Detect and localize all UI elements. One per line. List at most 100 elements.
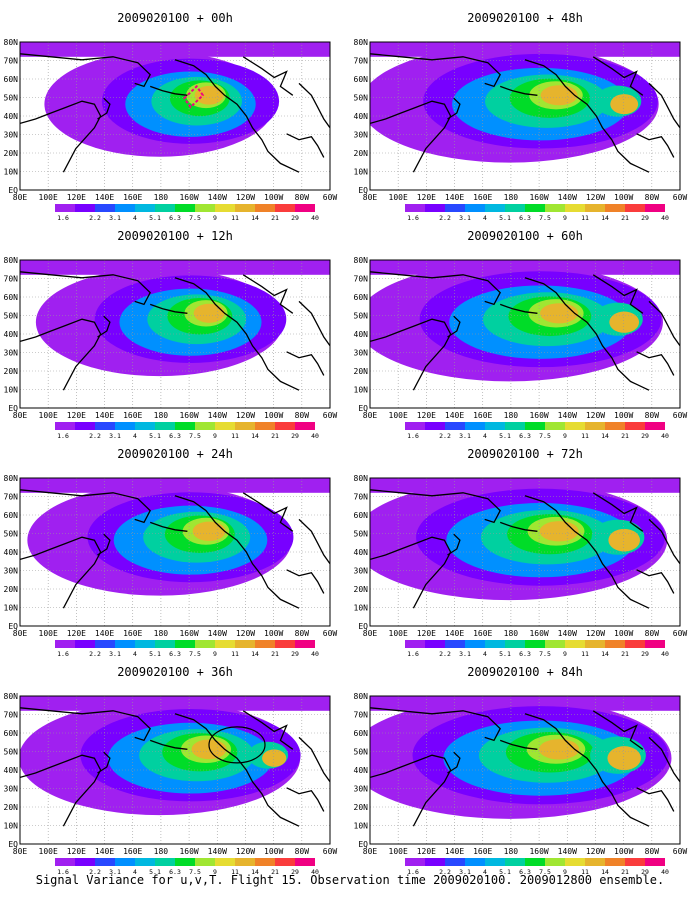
lat-label: 70N (354, 275, 369, 284)
coastline (636, 133, 675, 158)
map-frame (369, 41, 681, 191)
colorbar: 1.6 2.2 3.1 4 5.1 6.3 7.5 9 11 14 21 29 40 (55, 422, 319, 440)
colorbar-label: 40 (311, 432, 319, 440)
flight-track (182, 84, 205, 109)
lon-label: 140W (208, 411, 227, 420)
colorbar-label: 7.5 (539, 432, 551, 440)
colorbar-label: 21 (271, 214, 279, 222)
lat-label: 60N (354, 511, 369, 520)
variance-contour (262, 749, 287, 767)
lon-label: 80E (13, 411, 28, 420)
colorbar-label: 2.2 (439, 214, 451, 222)
lat-label: 30N (354, 131, 369, 140)
coastline (524, 495, 650, 609)
lon-label: 140E (95, 411, 114, 420)
lon-label: 60W (673, 847, 688, 856)
colorbar-swatch (195, 204, 215, 212)
coastline (499, 85, 538, 96)
map-panel: 2009020100 + 12h 80N 70N 60N 50N 40N 30N 20N 10N… (4, 229, 338, 440)
colorbar-label: 29 (291, 650, 299, 658)
colorbar-swatch (485, 204, 505, 212)
colorbar-swatch (135, 204, 155, 212)
lon-label: 80W (295, 629, 310, 638)
coastline (524, 277, 650, 391)
lon-label: 80W (645, 411, 660, 420)
colorbar-label: 29 (291, 868, 299, 876)
colorbar-swatch (625, 858, 645, 866)
lat-label: 20N (4, 585, 19, 594)
colorbar-label: 40 (311, 868, 319, 876)
coastlines (370, 707, 680, 827)
colorbar-label: 4 (133, 650, 137, 658)
lon-label: 160W (179, 847, 198, 856)
colorbar-label: 4 (133, 868, 137, 876)
colorbar-label: 14 (601, 650, 609, 658)
colorbar-label: 21 (621, 214, 629, 222)
lat-label: 40N (354, 766, 369, 775)
coastline (592, 56, 644, 96)
lat-label: 70N (4, 57, 19, 66)
colorbar-label: 6.3 (169, 432, 181, 440)
colorbar-label: 9 (213, 214, 217, 222)
map-panel: 2009020100 + 48h 80N 70N 60N 50N 40N 30N 20N 10N… (354, 11, 688, 222)
lon-label: 160W (179, 411, 198, 420)
colorbar-label: 3.1 (459, 868, 471, 876)
lat-label: 80N (354, 692, 369, 701)
colorbar-label: 5.1 (149, 214, 161, 222)
lat-label: 70N (354, 493, 369, 502)
lat-label: 80N (354, 38, 369, 47)
colorbar-swatch (605, 640, 625, 648)
lat-label: 20N (4, 367, 19, 376)
variance-contour (610, 94, 639, 115)
lat-label: EQ (8, 186, 18, 195)
coastline (370, 318, 452, 391)
coastline (97, 315, 111, 338)
lon-label: 100E (389, 847, 408, 856)
lon-label: 100E (389, 411, 408, 420)
colorbar-swatch (445, 640, 465, 648)
map-panel: 2009020100 + 72h 80N 70N 60N 50N 40N 30N 20N 10N… (354, 447, 688, 658)
colorbar-swatch (75, 204, 95, 212)
lat-label: 50N (4, 312, 19, 321)
lon-label: 60W (673, 193, 688, 202)
colorbar-swatch (115, 640, 135, 648)
lon-label: 120W (236, 629, 255, 638)
colorbar-swatch (545, 422, 565, 430)
colorbar-swatch (235, 204, 255, 212)
lat-label: EQ (358, 622, 368, 631)
lon-label: 180 (154, 847, 169, 856)
lon-label: 140E (95, 629, 114, 638)
map-panel: 2009020100 + 60h 80N 70N 60N 50N 40N 30N 20N 10N… (354, 229, 688, 440)
lat-label: 10N (354, 386, 369, 395)
lat-label: 10N (4, 386, 19, 395)
lat-label: 50N (4, 530, 19, 539)
variance-contour (539, 521, 579, 542)
lat-label: 80N (4, 38, 19, 47)
lon-label: 120E (417, 411, 436, 420)
lon-label: 140E (95, 847, 114, 856)
colorbar-swatch (425, 640, 445, 648)
colorbar-swatch (405, 640, 425, 648)
colorbar-swatch (605, 858, 625, 866)
colorbar-label: 7.5 (189, 214, 201, 222)
map-panel: 2009020100 + 84h 80N 70N 60N 50N 40N 30N 20N 10N… (354, 665, 688, 876)
lon-label: 60W (323, 629, 338, 638)
lat-label: 20N (4, 803, 19, 812)
colorbar-label: 21 (271, 868, 279, 876)
panel-title: 2009020100 + 72h (467, 447, 583, 461)
coastline (97, 533, 111, 556)
colorbar-label: 29 (291, 432, 299, 440)
coastline (447, 533, 461, 556)
colorbar-swatch (55, 858, 75, 866)
coastline (648, 518, 680, 565)
map-frame (19, 695, 331, 845)
lon-label: 120E (417, 193, 436, 202)
panel-title: 2009020100 + 00h (117, 11, 233, 25)
colorbar-swatch (485, 422, 505, 430)
colorbar: 1.6 2.2 3.1 4 5.1 6.3 7.5 9 11 14 21 29 40 (405, 204, 669, 222)
panel-title: 2009020100 + 84h (467, 665, 583, 679)
variance-contour (608, 528, 641, 552)
colorbar-swatch (525, 858, 545, 866)
colorbar-swatch (585, 858, 605, 866)
colorbar-label: 1.6 (407, 214, 419, 222)
